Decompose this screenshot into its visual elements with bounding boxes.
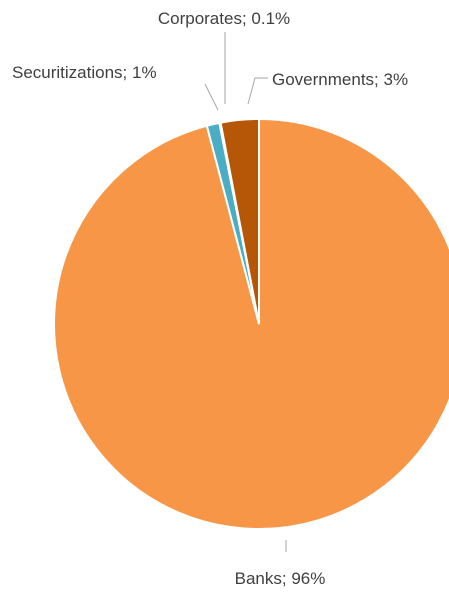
leader-lines <box>204 32 287 552</box>
pie-slice-banks <box>53 117 449 530</box>
data-label-banks: Banks; 96% <box>235 569 326 588</box>
data-label-corporates: Corporates; 0.1% <box>158 9 290 28</box>
leader-line-governments <box>247 77 268 105</box>
pie-slices <box>53 117 449 530</box>
leader-line-securitizations <box>204 83 219 111</box>
data-label-governments: Governments; 3% <box>272 70 408 89</box>
data-labels: Banks; 96% Securitizations; 1% Corporates;… <box>12 9 408 588</box>
data-label-securitizations: Securitizations; 1% <box>12 63 157 82</box>
pie-slice-governments <box>219 117 260 325</box>
